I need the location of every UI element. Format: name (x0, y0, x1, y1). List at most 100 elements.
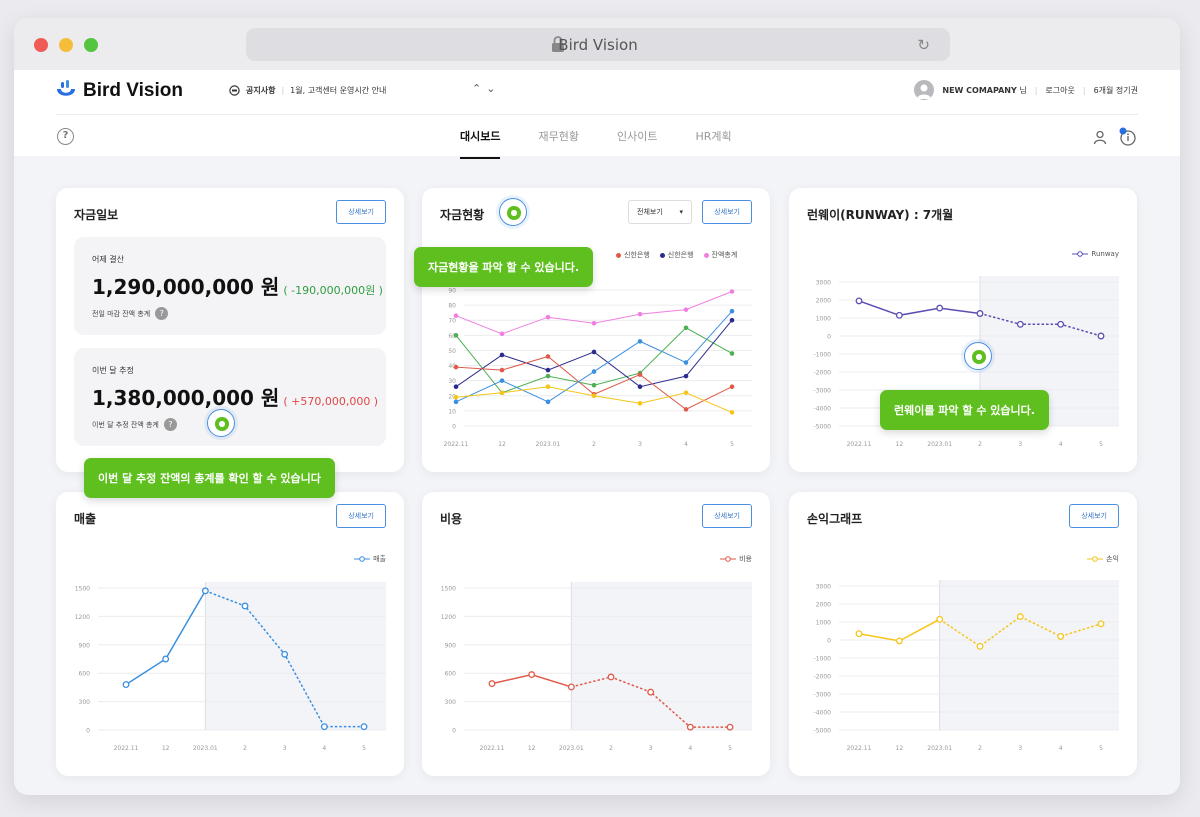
reload-icon[interactable]: ↻ (917, 36, 930, 54)
subscription-link[interactable]: 6개월 정기권 (1093, 85, 1138, 95)
help-icon[interactable]: ? (155, 307, 169, 320)
detail-button[interactable]: 상세보기 (336, 200, 386, 224)
y-tick-label: -2000 (814, 370, 832, 377)
hint-pulse-icon[interactable] (964, 342, 992, 370)
data-point (591, 382, 597, 388)
series-line (455, 386, 733, 413)
notice-text[interactable]: 1월, 고객센터 운영시간 안내 (290, 86, 387, 95)
series-line (858, 300, 981, 317)
forecast-area (939, 580, 1119, 730)
x-tick-label: 2023.01 (193, 745, 218, 752)
yesterday-box: 어제 결산 1,290,000,000 원( -190,000,000원 ) 전… (74, 237, 386, 335)
y-tick-label: 0 (827, 638, 831, 645)
x-tick-label: 3 (638, 441, 642, 448)
legend-line-icon (354, 556, 371, 562)
data-point (936, 615, 944, 623)
legend-swatch (659, 252, 665, 258)
legend-item[interactable]: 비용 (720, 554, 752, 564)
notice-bar[interactable]: 공지사항 | 1월, 고객센터 운영시간 안내 (229, 85, 386, 96)
x-tick-label: 12 (896, 745, 904, 752)
user-avatar-icon (917, 84, 932, 99)
notice-label: 공지사항 (246, 86, 276, 95)
pl-chart: 3000 2000 1000 0 -1000 -2000 -3000 -4000 -5000 20… (814, 580, 1119, 752)
notice-nav: ⌃⌄ (472, 82, 500, 95)
detail-button[interactable]: 상세보기 (702, 200, 752, 224)
minimize-window-icon[interactable] (59, 38, 73, 52)
data-point (647, 688, 655, 696)
y-tick-label: -5000 (814, 424, 832, 431)
user-icon[interactable] (1092, 129, 1108, 145)
x-tick-label: 2 (592, 441, 596, 448)
x-tick-label: 12 (498, 441, 506, 448)
data-point (729, 410, 735, 415)
month-diff: ( +570,000,000 ) (283, 395, 379, 408)
fund-status-card: 자금현황 전체보기 ▾ 상세보기 신한은행 신한은행 잔액총계 0 10 20 30 40… (422, 188, 770, 472)
data-point (201, 587, 209, 595)
chart-legend: Runway (1072, 250, 1119, 258)
y-tick-label: -4000 (814, 710, 832, 717)
hint-pulse-icon[interactable] (207, 409, 235, 437)
tab-insight[interactable]: 인사이트 (616, 130, 658, 143)
close-window-icon[interactable] (34, 38, 48, 52)
legend-label: 신한은행 (624, 251, 650, 259)
maximize-window-icon[interactable] (84, 38, 98, 52)
data-point (683, 360, 689, 365)
y-tick-label: 900 (445, 642, 457, 649)
data-point (545, 354, 551, 359)
legend-item[interactable]: 손익 (1087, 554, 1119, 564)
month-label: 이번 달 추정 (92, 366, 134, 375)
yesterday-amount: 1,290,000,000 원 (92, 275, 280, 299)
hint-pulse-icon[interactable] (499, 198, 527, 226)
tab-hr-plan[interactable]: HR계획 (695, 130, 732, 143)
data-point (1016, 320, 1024, 328)
data-point (855, 630, 863, 638)
info-notification-icon[interactable] (1118, 127, 1138, 147)
chevron-up-icon[interactable]: ⌃ (472, 82, 487, 95)
legend-label: 비용 (739, 555, 752, 563)
y-tick-label: 1200 (75, 614, 90, 621)
legend-swatch (703, 252, 709, 258)
x-tick-label: 2022.11 (444, 441, 469, 448)
chevron-down-icon[interactable]: ⌄ (486, 82, 501, 95)
legend-item[interactable]: 신한은행 (616, 250, 650, 260)
filter-select[interactable]: 전체보기 ▾ (628, 200, 692, 224)
data-point (591, 349, 597, 355)
data-point (1097, 332, 1105, 340)
detail-button[interactable]: 상세보기 (1069, 504, 1119, 528)
lock-icon (552, 36, 564, 52)
legend-line-icon (720, 556, 737, 562)
data-point (976, 310, 984, 317)
logo[interactable]: Bird Vision (55, 80, 183, 102)
y-tick-label: 1000 (816, 620, 831, 627)
x-tick-label: 2023.01 (927, 745, 952, 752)
y-tick-label: 40 (448, 363, 456, 370)
detail-button[interactable]: 상세보기 (336, 504, 386, 528)
detail-button[interactable]: 상세보기 (702, 504, 752, 528)
legend-item[interactable]: 신한은행 (659, 250, 694, 260)
legend-label: 손익 (1106, 555, 1119, 563)
main-tabs: 대시보드 재무현황 인사이트 HR계획 (460, 128, 732, 159)
legend-item[interactable]: Runway (1072, 250, 1119, 258)
data-point (281, 650, 289, 658)
data-point (360, 723, 368, 731)
data-point (683, 407, 689, 412)
tab-finance[interactable]: 재무현황 (538, 130, 579, 143)
address-bar[interactable]: Bird Vision ↻ (246, 28, 950, 61)
tab-dashboard[interactable]: 대시보드 (460, 128, 501, 159)
y-tick-label: 2000 (816, 298, 831, 305)
legend-item[interactable]: 잔액총계 (703, 250, 738, 260)
x-tick-label: 2023.01 (927, 441, 952, 448)
data-point (545, 314, 551, 320)
data-point (567, 683, 575, 691)
x-tick-label: 2022.11 (114, 745, 139, 752)
help-icon[interactable]: ? (163, 418, 177, 431)
help-icon[interactable]: ? (57, 128, 74, 145)
legend-label: 매출 (373, 555, 386, 563)
fund-status-tooltip: 자금현황을 파악 할 수 있습니다. (414, 247, 594, 287)
x-tick-label: 5 (362, 745, 366, 752)
logout-link[interactable]: 로그아웃 (1045, 85, 1075, 95)
legend-label: 잔액총계 (711, 251, 738, 259)
data-point (320, 723, 328, 731)
avatar[interactable] (914, 80, 935, 100)
legend-item[interactable]: 매출 (354, 554, 386, 564)
